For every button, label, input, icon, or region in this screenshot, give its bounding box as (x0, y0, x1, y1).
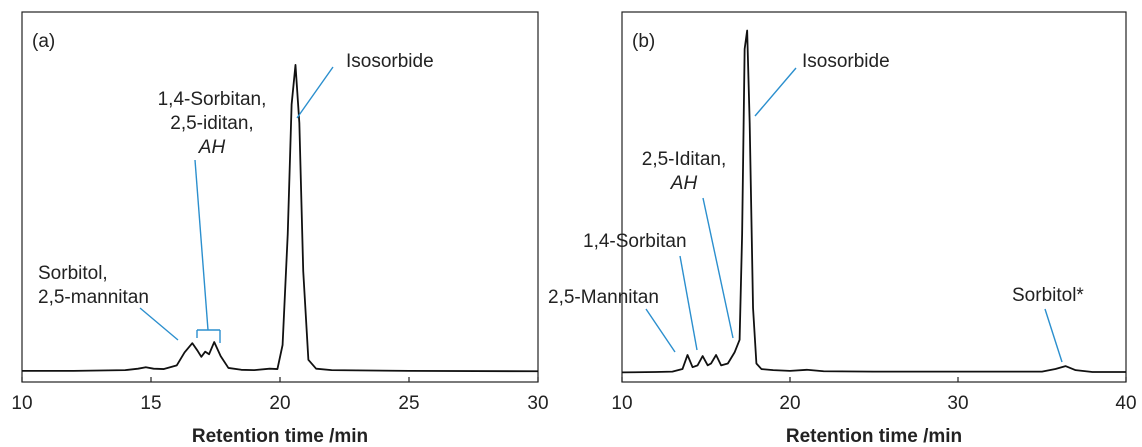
annotation-text: Sorbitol, (38, 263, 108, 284)
annotation-text: Sorbitol* (1012, 285, 1084, 306)
leader-line (702, 197, 734, 339)
x-tick-label: 30 (947, 393, 968, 414)
panel-title: (b) (632, 31, 655, 52)
leader-line (1044, 308, 1063, 363)
x-tick-label: 10 (11, 393, 32, 414)
x-tick-label: 20 (779, 393, 800, 414)
annotation-text: 2,5-mannitan (38, 287, 149, 308)
x-tick-label: 10 (611, 393, 632, 414)
x-axis-label: Retention time /min (786, 426, 962, 447)
annotation-text: AH (198, 137, 226, 158)
panel: 10 15 20 25 30 Retention time /min (a) Isosorbi… (11, 11, 549, 447)
annotation-text: 1,4-Sorbitan (583, 231, 687, 252)
annotation-text: 2,5-Mannitan (548, 287, 659, 308)
leader-line (754, 67, 797, 117)
x-tick-label: 15 (140, 393, 161, 414)
annotation-text: AH (670, 173, 698, 194)
annotation-text: Isosorbide (346, 51, 434, 72)
x-tick-label: 30 (527, 393, 548, 414)
annotation-text: 2,5-iditan, (170, 113, 253, 134)
x-tick-label: 25 (398, 393, 419, 414)
annotation-text: 2,5-Iditan, (642, 149, 727, 170)
leader-line (679, 255, 698, 351)
chromatogram-line (621, 29, 1126, 374)
leader-line (645, 308, 676, 353)
panel: 10 20 30 40 Retention time /min (b) Isosorbide… (548, 11, 1137, 447)
leader-line (194, 159, 209, 331)
x-axis-label: Retention time /min (192, 426, 368, 447)
panel-title: (a) (32, 31, 55, 52)
annotation-text: 1,4-Sorbitan, (158, 89, 267, 110)
plot-frame (621, 11, 1127, 383)
leader-line (139, 307, 179, 341)
plot-frame (21, 11, 539, 383)
chromatogram-line (22, 64, 539, 373)
annotation-text: Isosorbide (802, 51, 890, 72)
x-tick-label: 20 (269, 393, 290, 414)
leader-line (296, 66, 334, 119)
x-tick-label: 40 (1115, 393, 1136, 414)
